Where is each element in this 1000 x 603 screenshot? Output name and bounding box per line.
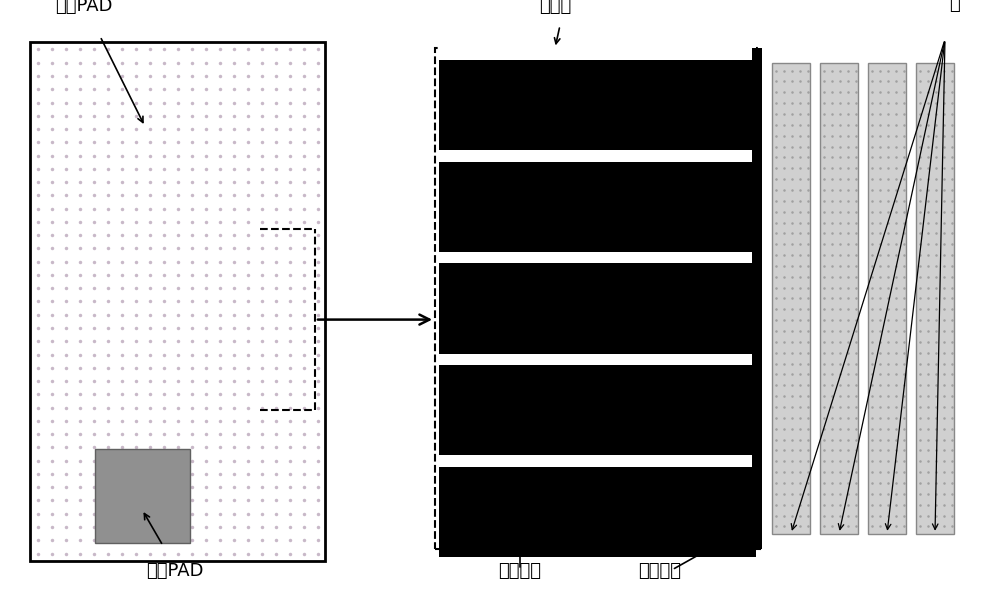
Text: 源极金属: 源极金属 bbox=[498, 562, 542, 580]
Text: 栅极PAD: 栅极PAD bbox=[146, 562, 204, 580]
Bar bbox=[439, 447, 756, 467]
Text: 管芯区: 管芯区 bbox=[539, 0, 571, 15]
Bar bbox=[439, 142, 756, 162]
Bar bbox=[439, 447, 756, 455]
Text: 栅极金属: 栅极金属 bbox=[639, 562, 682, 580]
Bar bbox=[439, 345, 756, 353]
Bar bbox=[439, 40, 756, 60]
Bar bbox=[95, 449, 190, 543]
Bar bbox=[439, 467, 756, 557]
Bar bbox=[820, 63, 858, 534]
Bar bbox=[439, 264, 756, 353]
Bar bbox=[752, 48, 762, 549]
Bar bbox=[30, 42, 325, 561]
Bar bbox=[916, 63, 954, 534]
Bar bbox=[439, 345, 756, 365]
Bar bbox=[772, 63, 810, 534]
Bar bbox=[439, 244, 756, 252]
Bar bbox=[439, 142, 756, 150]
Bar bbox=[439, 60, 756, 150]
Text: 源区PAD: 源区PAD bbox=[55, 0, 112, 15]
Bar bbox=[439, 549, 756, 557]
Bar bbox=[439, 40, 756, 48]
Bar bbox=[439, 244, 756, 264]
Bar bbox=[439, 162, 756, 252]
Text: 保护
环: 保护 环 bbox=[944, 0, 966, 13]
Bar bbox=[439, 365, 756, 455]
Bar bbox=[868, 63, 906, 534]
Bar bbox=[435, 48, 760, 549]
